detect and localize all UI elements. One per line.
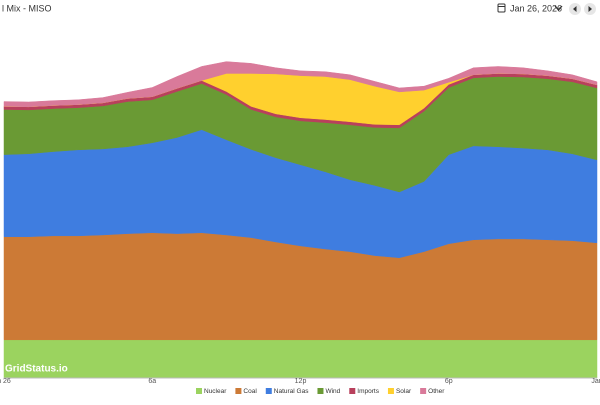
x-labels: n 26 6a 12p 6p Jan (0, 378, 600, 385)
watermark: GridStatus.io (5, 364, 68, 375)
legend-label: Nuclear (204, 388, 227, 395)
x-tick-label: 6a (148, 378, 156, 385)
legend-label: Wind (325, 388, 340, 395)
legend-swatch (265, 388, 272, 394)
area (3, 61, 598, 108)
legend-swatch (420, 388, 427, 394)
area (3, 232, 598, 341)
legend-swatch (349, 388, 356, 394)
date-picker[interactable]: Jan 26, 2026 (497, 3, 563, 13)
legend-label: Coal (243, 388, 257, 395)
areas (3, 61, 598, 379)
legend-swatch (387, 388, 394, 394)
x-tick-label: n 26 (0, 378, 11, 385)
legend-label: Imports (357, 388, 379, 395)
dropdown-chevron[interactable] (554, 5, 563, 11)
legend-swatch (196, 388, 202, 394)
next-icon (588, 6, 592, 12)
calendar-icon (497, 3, 506, 13)
legend: Nuclear Coal Natural Gas Wind Imports Solar Ot… (196, 388, 445, 395)
chart-title: l Mix - MISO (2, 3, 52, 13)
date-label[interactable]: Jan 26, 2026 (510, 3, 562, 13)
area (3, 339, 598, 379)
legend-label: Other (428, 388, 445, 395)
legend-swatch (317, 388, 324, 394)
x-tick-label: 12p (295, 378, 307, 385)
legend-label: Solar (396, 388, 412, 395)
x-tick-label: Jan (591, 378, 600, 385)
prev-icon (573, 6, 577, 12)
legend-swatch (235, 388, 242, 394)
x-tick-label: 6p (445, 378, 453, 385)
legend-label: Natural Gas (274, 388, 309, 395)
